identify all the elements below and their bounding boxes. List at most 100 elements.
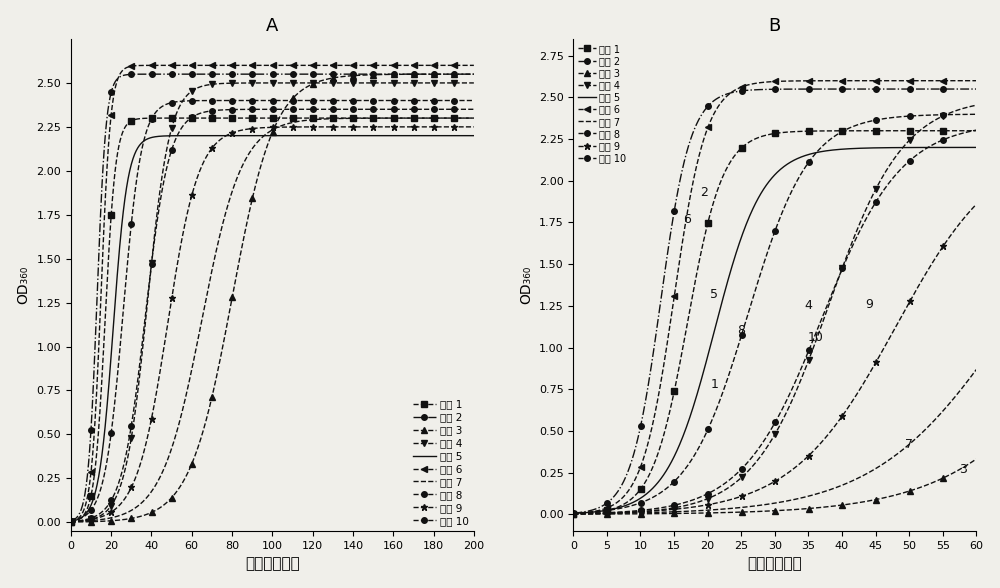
样哈 9 [750,487,762,495]
样哈 8 [386,97,398,104]
样哈 2 [242,71,254,78]
样哈 10 [750,449,762,456]
Text: 1: 1 [710,377,718,391]
样哈 8 [970,111,982,118]
样哈 9 [386,123,398,131]
Title: A: A [266,16,279,35]
样哈 1 [242,115,254,122]
样哈 8 [671,475,683,482]
样哈 5 [871,144,883,151]
样哈 1 [567,510,579,517]
Line: 样哈 7: 样哈 7 [573,369,976,514]
样哈 7 [836,482,848,489]
样哈 8 [567,510,579,517]
样哈 6 [871,77,883,84]
Line: 样哈 5: 样哈 5 [71,136,474,521]
样哈 1 [468,115,480,122]
样哈 2 [750,86,762,93]
Line: 样哈 5: 样哈 5 [573,148,976,513]
X-axis label: 时间（分钟）: 时间（分钟） [747,556,802,572]
样哈 8 [242,97,254,104]
样哈 1 [387,115,399,122]
样哈 3 [836,502,848,509]
样哈 8 [805,156,817,163]
Text: 6: 6 [684,213,691,226]
样哈 9 [836,412,848,419]
样哈 2 [228,71,240,78]
样哈 3 [242,213,254,220]
Line: 样哈 9: 样哈 9 [570,201,980,517]
样哈 6 [65,518,77,525]
样哈 3 [228,285,240,292]
样哈 9 [379,123,391,131]
样哈 4 [836,264,848,271]
样哈 3 [750,508,762,515]
样哈 8 [454,97,466,104]
Line: 样哈 8: 样哈 8 [571,112,979,516]
样哈 10 [871,197,883,204]
样哈 6 [228,62,240,69]
样哈 6 [639,452,651,459]
样哈 2 [671,192,683,199]
样哈 6 [271,62,283,69]
样哈 2 [639,402,651,409]
样哈 2 [468,71,480,78]
样哈 6 [750,80,762,87]
Line: 样哈 8: 样哈 8 [68,98,477,524]
样哈 6 [380,62,392,69]
样哈 9 [567,510,579,517]
样哈 2 [871,85,883,92]
样哈 7 [750,502,762,509]
样哈 3 [639,510,651,517]
样哈 9 [468,123,480,131]
样哈 2 [567,510,579,517]
样哈 1 [639,480,651,487]
Text: 10: 10 [807,331,823,344]
样哈 4 [805,351,817,358]
样哈 3 [970,456,982,463]
样哈 7 [65,518,77,525]
Legend: 样哈 1, 样哈 2, 样哈 3, 样哈 4, 样哈 5, 样哈 6, 样哈 7, 样哈 8, 样哈 9, 样哈 10: 样哈 1, 样哈 2, 样哈 3, 样哈 4, 样哈 5, 样哈 6, 样哈 7… [413,400,469,526]
样哈 1 [805,128,817,135]
样哈 4 [242,79,254,86]
样哈 3 [871,496,883,503]
样哈 7 [106,514,118,521]
样哈 1 [836,127,848,134]
样哈 7 [871,465,883,472]
样哈 5 [242,132,254,139]
样哈 6 [342,62,354,69]
样哈 7 [468,115,480,122]
样哈 4 [342,79,354,86]
样哈 10 [836,265,848,272]
样哈 5 [750,199,762,206]
Title: B: B [769,16,781,35]
样哈 9 [639,508,651,515]
样哈 5 [106,341,118,348]
样哈 7 [671,508,683,515]
样哈 1 [65,518,77,525]
样哈 1 [871,127,883,134]
样哈 4 [106,501,118,508]
样哈 5 [671,447,683,454]
样哈 10 [106,496,118,503]
样哈 7 [386,115,398,122]
样哈 4 [970,102,982,109]
样哈 6 [242,62,254,69]
样哈 10 [379,106,391,113]
样哈 1 [671,375,683,382]
样哈 10 [342,106,354,113]
样哈 9 [671,506,683,513]
样哈 6 [468,62,480,69]
样哈 10 [386,106,398,113]
样哈 8 [379,97,391,104]
样哈 5 [639,492,651,499]
样哈 10 [65,518,77,525]
样哈 9 [65,518,77,525]
Line: 样哈 4: 样哈 4 [68,80,477,524]
样哈 2 [836,85,848,92]
样哈 4 [567,510,579,517]
样哈 4 [671,504,683,511]
样哈 9 [228,129,240,136]
Text: 7: 7 [905,438,913,451]
样哈 3 [468,71,480,78]
